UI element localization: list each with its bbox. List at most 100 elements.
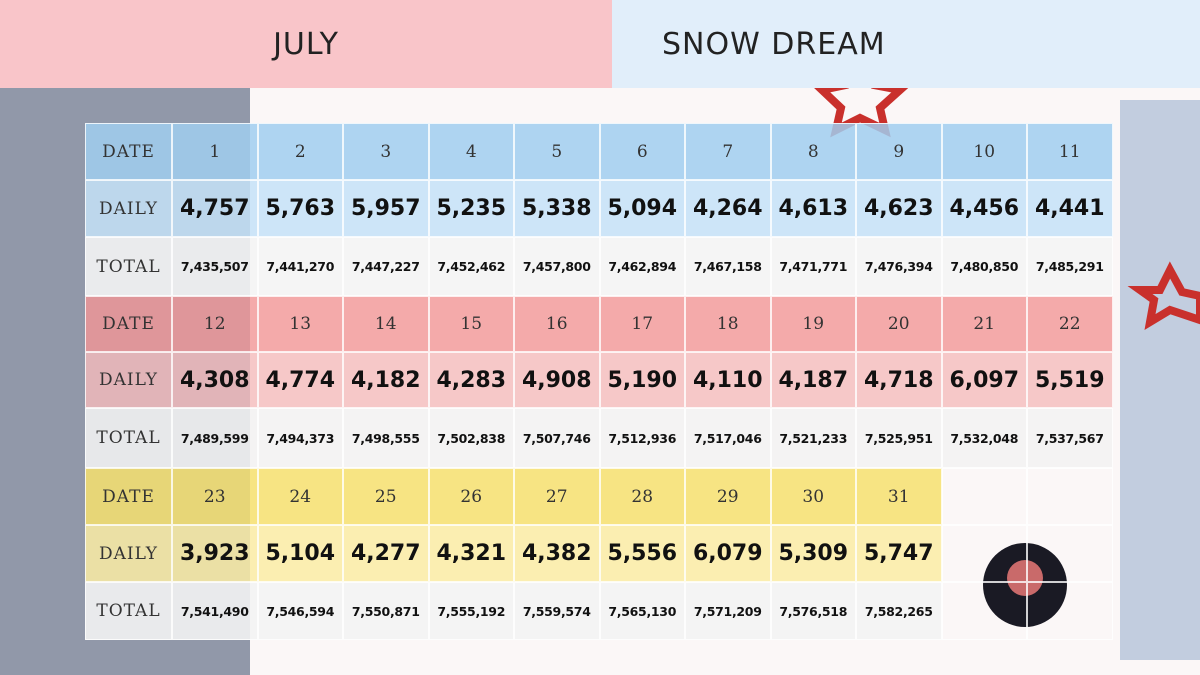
total-cell: 7,489,599 [172, 408, 258, 468]
empty-cell [941, 582, 1027, 640]
daily-cell: 4,264 [685, 180, 771, 237]
header-title: JULY [0, 0, 612, 88]
date-cell: 30 [770, 468, 856, 525]
total-cell: 7,537,567 [1027, 408, 1113, 468]
date-cell: 25 [343, 468, 429, 525]
date-cell: 5 [514, 123, 600, 180]
total-cell: 7,565,130 [599, 582, 685, 640]
empty-cell [941, 468, 1027, 525]
date-cell: 11 [1027, 123, 1113, 180]
daily-cell: 5,338 [514, 180, 600, 237]
total-cell: 7,447,227 [343, 237, 429, 296]
total-cell: 7,480,850 [941, 237, 1027, 296]
row-label: DATE [85, 296, 172, 352]
daily-cell: 6,097 [941, 352, 1027, 408]
date-cell: 23 [172, 468, 258, 525]
date-cell: 14 [343, 296, 429, 352]
row-label: DAILY [85, 352, 172, 408]
daily-cell: 4,187 [770, 352, 856, 408]
date-cell: 27 [514, 468, 600, 525]
daily-cell: 5,309 [770, 525, 856, 582]
row-label: TOTAL [85, 237, 172, 296]
date-cell: 12 [172, 296, 258, 352]
total-cell: 7,494,373 [257, 408, 343, 468]
daily-cell: 4,718 [856, 352, 942, 408]
date-cell: 6 [599, 123, 685, 180]
daily-cell: 5,094 [599, 180, 685, 237]
row-label: TOTAL [85, 408, 172, 468]
total-cell: 7,546,594 [257, 582, 343, 640]
total-cell: 7,498,555 [343, 408, 429, 468]
daily-cell: 5,104 [257, 525, 343, 582]
total-cell: 7,507,746 [514, 408, 600, 468]
date-cell: 2 [257, 123, 343, 180]
total-cell: 7,532,048 [941, 408, 1027, 468]
daily-cell: 5,747 [856, 525, 942, 582]
total-cell: 7,485,291 [1027, 237, 1113, 296]
row-label: DAILY [85, 525, 172, 582]
daily-cell: 4,774 [257, 352, 343, 408]
daily-cell: 4,623 [856, 180, 942, 237]
date-cell: 22 [1027, 296, 1113, 352]
total-cell: 7,525,951 [856, 408, 942, 468]
daily-cell: 4,110 [685, 352, 771, 408]
total-cell: 7,452,462 [428, 237, 514, 296]
daily-cell: 4,321 [428, 525, 514, 582]
date-cell: 31 [856, 468, 942, 525]
date-cell: 16 [514, 296, 600, 352]
daily-cell: 5,235 [428, 180, 514, 237]
total-cell: 7,550,871 [343, 582, 429, 640]
empty-cell [941, 525, 1027, 582]
daily-cell: 4,456 [941, 180, 1027, 237]
date-cell: 24 [257, 468, 343, 525]
date-cell: 15 [428, 296, 514, 352]
total-cell: 7,541,490 [172, 582, 258, 640]
date-cell: 21 [941, 296, 1027, 352]
date-cell: 28 [599, 468, 685, 525]
date-cell: 7 [685, 123, 771, 180]
empty-cell [1027, 525, 1113, 582]
total-cell: 7,441,270 [257, 237, 343, 296]
daily-cell: 4,308 [172, 352, 258, 408]
total-cell: 7,555,192 [428, 582, 514, 640]
total-cell: 7,467,158 [685, 237, 771, 296]
row-label: DATE [85, 123, 172, 180]
empty-cell [1027, 468, 1113, 525]
daily-cell: 5,957 [343, 180, 429, 237]
total-cell: 7,476,394 [856, 237, 942, 296]
daily-cell: 4,757 [172, 180, 258, 237]
total-cell: 7,512,936 [599, 408, 685, 468]
total-cell: 7,576,518 [770, 582, 856, 640]
date-cell: 20 [856, 296, 942, 352]
daily-cell: 5,190 [599, 352, 685, 408]
date-cell: 1 [172, 123, 258, 180]
daily-cell: 4,613 [770, 180, 856, 237]
row-label: TOTAL [85, 582, 172, 640]
date-cell: 29 [685, 468, 771, 525]
total-cell: 7,457,800 [514, 237, 600, 296]
daily-cell: 5,519 [1027, 352, 1113, 408]
total-cell: 7,471,771 [770, 237, 856, 296]
total-cell: 7,517,046 [685, 408, 771, 468]
date-cell: 18 [685, 296, 771, 352]
daily-cell: 6,079 [685, 525, 771, 582]
date-cell: 9 [856, 123, 942, 180]
daily-cell: 4,441 [1027, 180, 1113, 237]
total-cell: 7,571,209 [685, 582, 771, 640]
daily-cell: 3,923 [172, 525, 258, 582]
header-song: SNOW DREAM [612, 0, 1200, 88]
row-label: DATE [85, 468, 172, 525]
date-cell: 19 [770, 296, 856, 352]
daily-cell: 4,382 [514, 525, 600, 582]
total-cell: 7,502,838 [428, 408, 514, 468]
daily-cell: 5,763 [257, 180, 343, 237]
daily-cell: 4,283 [428, 352, 514, 408]
total-cell: 7,521,233 [770, 408, 856, 468]
daily-cell: 5,556 [599, 525, 685, 582]
total-cell: 7,559,574 [514, 582, 600, 640]
date-cell: 3 [343, 123, 429, 180]
date-cell: 10 [941, 123, 1027, 180]
empty-cell [1027, 582, 1113, 640]
row-label: DAILY [85, 180, 172, 237]
